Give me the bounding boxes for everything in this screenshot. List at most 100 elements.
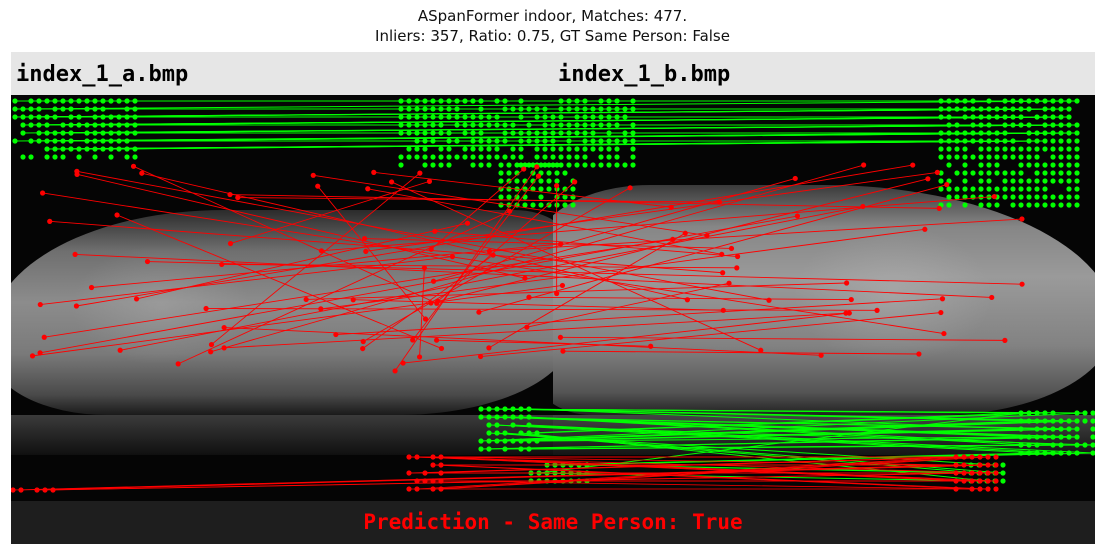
inlier-keypoint — [518, 438, 524, 444]
inlier-keypoint — [550, 114, 556, 120]
outlier-match-line — [206, 308, 878, 311]
inlier-keypoint — [510, 146, 516, 152]
inlier-keypoint — [36, 138, 42, 144]
inlier-keypoint — [478, 130, 484, 136]
inlier-match-line — [520, 408, 1078, 422]
inlier-keypoint — [1074, 138, 1080, 144]
outlier-keypoint — [941, 330, 947, 337]
inlier-keypoint — [526, 406, 532, 412]
inlier-keypoint — [558, 114, 564, 120]
inlier-keypoint — [522, 202, 528, 208]
inlier-keypoint — [1058, 450, 1064, 456]
inlier-keypoint — [542, 138, 548, 144]
inlier-keypoint — [994, 154, 1000, 160]
outlier-match-line — [321, 196, 995, 252]
inlier-keypoint — [1082, 410, 1088, 416]
outlier-match-line — [313, 174, 708, 236]
outlier-keypoint — [392, 368, 398, 374]
inlier-keypoint — [946, 98, 952, 104]
inlier-match-line — [528, 428, 1078, 442]
inlier-keypoint — [994, 202, 1000, 208]
inlier-keypoint — [1034, 418, 1040, 424]
inlier-keypoint — [970, 186, 976, 192]
outlier-match-line — [365, 171, 938, 252]
inlier-keypoint — [986, 186, 992, 192]
inlier-keypoint — [546, 162, 552, 168]
inlier-keypoint — [1042, 202, 1048, 208]
inlier-keypoint — [606, 130, 612, 136]
outlier-match-line — [335, 298, 943, 335]
inlier-keypoint — [486, 138, 492, 144]
inlier-keypoint — [614, 114, 620, 120]
inlier-keypoint — [1042, 122, 1048, 128]
inlier-keypoint — [510, 122, 516, 128]
inlier-keypoint — [562, 186, 568, 192]
inlier-keypoint — [52, 154, 58, 160]
outlier-keypoint — [668, 204, 674, 210]
inlier-keypoint — [1018, 426, 1024, 432]
outlier-match-line — [478, 184, 947, 313]
inlier-match-line — [528, 444, 1094, 450]
outlier-keypoint — [938, 309, 944, 316]
inlier-keypoint — [84, 138, 90, 144]
inlier-keypoint — [614, 138, 620, 144]
keypoint-match-overlay — [11, 98, 1095, 493]
inlier-keypoint — [414, 138, 420, 144]
inlier-keypoint — [1090, 418, 1095, 424]
outlier-keypoint — [758, 347, 764, 353]
outlier-keypoint — [922, 226, 928, 232]
outlier-keypoint — [535, 173, 542, 179]
inlier-keypoint — [1034, 450, 1040, 456]
outlier-match-line — [76, 173, 526, 279]
inlier-keypoint — [574, 98, 580, 104]
inlier-keypoint — [550, 154, 556, 160]
inlier-keypoint — [1010, 202, 1016, 208]
inlier-keypoint — [398, 162, 404, 168]
inlier-match-line — [46, 108, 1070, 118]
inlier-keypoint — [542, 122, 548, 128]
inlier-keypoint — [590, 162, 596, 168]
inlier-keypoint — [494, 154, 500, 160]
inlier-keypoint — [1002, 194, 1008, 200]
outlier-keypoint — [572, 179, 578, 185]
inlier-keypoint — [622, 138, 628, 144]
inlier-keypoint — [566, 146, 572, 152]
inlier-keypoint — [554, 170, 560, 176]
inlier-keypoint — [502, 106, 508, 112]
inlier-keypoint — [438, 106, 444, 112]
inlier-keypoint — [1042, 138, 1048, 144]
inlier-keypoint — [430, 130, 436, 136]
outlier-keypoint — [414, 478, 420, 484]
inlier-keypoint — [470, 98, 476, 104]
inlier-keypoint — [1026, 450, 1032, 456]
inlier-keypoint — [438, 162, 444, 168]
outlier-keypoint — [554, 183, 560, 189]
inlier-keypoint — [502, 154, 508, 160]
inlier-keypoint — [1010, 106, 1016, 112]
inlier-keypoint — [1034, 186, 1040, 192]
inlier-keypoint — [598, 154, 604, 160]
inlier-keypoint — [132, 122, 138, 128]
inlier-keypoint — [1074, 162, 1080, 168]
inlier-keypoint — [606, 98, 612, 104]
outlier-match-line — [120, 205, 863, 351]
inlier-keypoint — [1090, 450, 1095, 456]
inlier-keypoint — [1018, 146, 1024, 152]
outlier-keypoint — [925, 176, 931, 182]
inlier-keypoint — [562, 170, 568, 176]
inlier-keypoint — [1034, 170, 1040, 176]
inlier-keypoint — [1042, 410, 1048, 416]
outlier-match-line — [432, 456, 981, 482]
inlier-keypoint — [1026, 194, 1032, 200]
inlier-keypoint — [398, 122, 404, 128]
inlier-keypoint — [1066, 138, 1072, 144]
inlier-keypoint — [954, 138, 960, 144]
inlier-keypoint — [630, 106, 636, 112]
inlier-keypoint — [44, 98, 50, 104]
inlier-keypoint — [28, 98, 34, 104]
inlier-keypoint — [494, 114, 500, 120]
inlier-keypoint — [526, 430, 532, 436]
inlier-keypoint — [558, 146, 564, 152]
inlier-keypoint — [1066, 154, 1072, 160]
inlier-keypoint — [1058, 170, 1064, 176]
